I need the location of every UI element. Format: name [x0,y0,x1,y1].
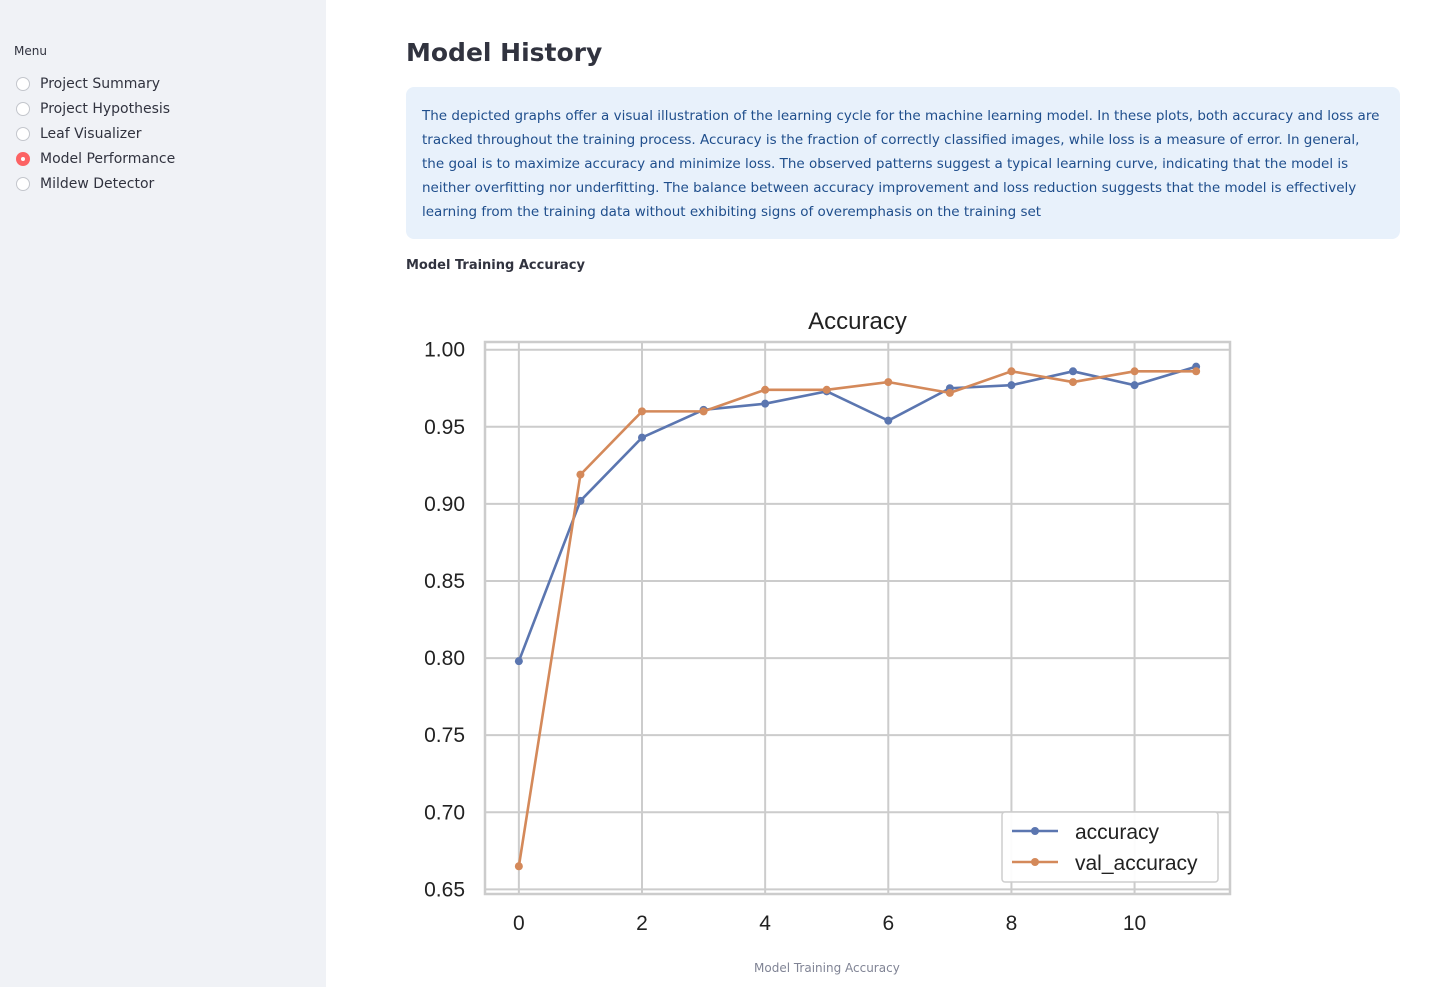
data-point-val_accuracy [638,407,647,416]
x-tick-label: 2 [636,912,648,935]
data-point-val_accuracy [1068,378,1077,387]
data-point-val_accuracy [1130,367,1139,376]
radio-button-icon[interactable] [16,176,30,191]
menu-item-mildew-detector[interactable]: Mildew Detector [16,171,175,196]
chart-caption: Model Training Accuracy [754,961,900,975]
menu-item-label: Leaf Visualizer [40,125,142,142]
data-point-val_accuracy [514,862,523,871]
y-tick-label: 0.90 [424,493,465,516]
sidebar: Menu Project Summary Project Hypothesis … [0,0,326,987]
menu-item-project-hypothesis[interactable]: Project Hypothesis [16,96,175,121]
data-point-val_accuracy [761,385,770,394]
data-point-accuracy [1068,367,1077,376]
menu-item-label: Project Summary [40,75,161,92]
accuracy-chart-svg: 0 2 4 6 8 10 0.65 0.70 0.75 0.80 0.85 0.90 0.95 1.00 A… [424,308,1232,935]
menu-item-project-summary[interactable]: Project Summary [16,71,175,96]
data-point-val_accuracy [1007,367,1016,376]
accuracy-chart: 0 2 4 6 8 10 0.65 0.70 0.75 0.80 0.85 0.90 0.95 1.00 A… [406,298,1256,938]
y-tick-label: 0.80 [424,647,465,670]
radio-button-icon[interactable] [16,126,30,141]
data-point-accuracy [576,496,585,505]
data-point-accuracy [884,416,893,425]
data-point-val_accuracy [1192,367,1201,376]
y-tick-label: 0.95 [424,416,465,439]
menu-item-label: Project Hypothesis [40,100,171,117]
data-point-accuracy [638,433,647,442]
y-tick-label: 0.75 [424,724,465,747]
data-point-val_accuracy [945,388,954,397]
radio-button-icon[interactable] [16,76,30,91]
legend-swatch-marker [1031,858,1039,866]
x-tick-label: 0 [513,912,525,935]
x-tick-label: 4 [759,912,771,935]
legend-box [1001,811,1219,883]
y-tick-label: 0.65 [424,878,465,901]
data-point-val_accuracy [699,407,708,416]
legend-label: accuracy [1075,821,1160,844]
radio-button-selected-icon[interactable] [16,151,30,166]
y-tick-label: 1.00 [424,339,465,362]
chart-title: Accuracy [808,308,907,335]
y-tick-label: 0.85 [424,570,465,593]
plot-frame [483,340,1232,896]
data-point-accuracy [1007,381,1016,390]
radio-button-icon[interactable] [16,101,30,116]
x-tick-label: 6 [882,912,894,935]
menu-item-label: Mildew Detector [40,175,155,192]
data-point-accuracy [761,399,770,408]
x-tick-label: 8 [1006,912,1018,935]
legend-swatch-marker [1031,827,1039,835]
data-point-val_accuracy [576,470,585,479]
series-line-val_accuracy [517,369,1197,867]
menu-item-label: Model Performance [40,150,176,167]
series-line-accuracy [517,365,1197,662]
data-point-accuracy [1130,381,1139,390]
data-point-val_accuracy [884,378,893,387]
menu-item-leaf-visualizer[interactable]: Leaf Visualizer [16,121,175,146]
section-caption: Model Training Accuracy [406,258,585,273]
menu-radio-group: Project Summary Project Hypothesis Leaf … [16,71,175,196]
y-tick-label: 0.70 [424,801,465,824]
page-title: Model History [406,38,603,67]
menu-item-model-performance[interactable]: Model Performance [16,146,175,171]
legend-label: val_accuracy [1075,852,1198,875]
data-point-accuracy [514,657,523,666]
info-box: The depicted graphs offer a visual illus… [406,87,1400,239]
menu-label: Menu [14,44,47,58]
data-point-val_accuracy [822,385,831,394]
x-tick-label: 10 [1123,912,1146,935]
